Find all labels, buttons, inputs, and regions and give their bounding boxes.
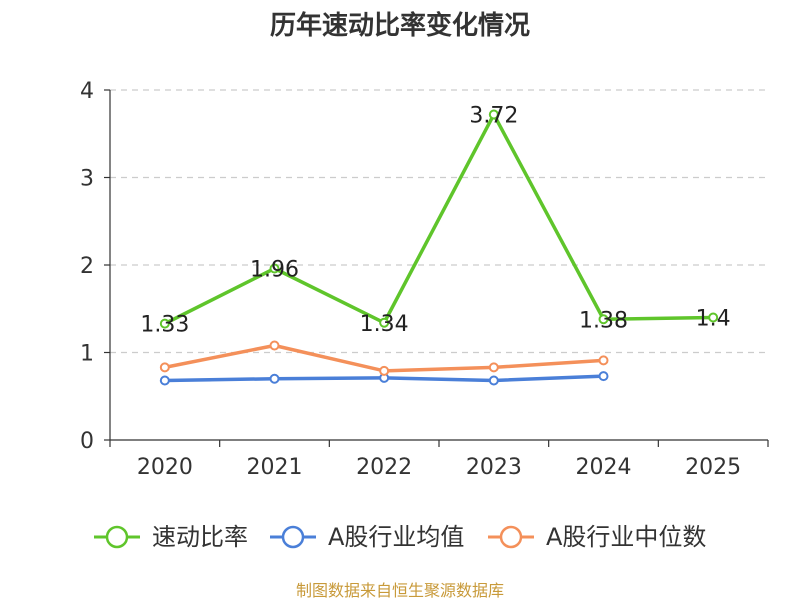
x-tick-label: 2022 <box>356 455 412 480</box>
data-label: 1.38 <box>579 308 628 333</box>
x-tick-label: 2021 <box>247 455 303 480</box>
data-label: 1.4 <box>696 307 731 332</box>
source-note: 制图数据来自恒生聚源数据库 <box>296 581 504 600</box>
data-label: 1.96 <box>250 258 299 283</box>
data-point <box>379 365 390 376</box>
legend: 速动比率 A股行业均值 A股行业中位数 <box>94 523 706 551</box>
x-tick-label: 2025 <box>685 455 741 480</box>
data-point <box>488 362 499 373</box>
data-point <box>379 317 390 328</box>
data-point <box>598 371 609 382</box>
data-point <box>598 355 609 366</box>
y-tick-label: 3 <box>80 167 94 192</box>
x-tick-label: 2024 <box>576 455 632 480</box>
data-point <box>159 318 170 329</box>
series-line <box>164 112 714 326</box>
series-group <box>159 109 719 386</box>
y-tick-label: 4 <box>80 79 94 104</box>
y-tick-label: 0 <box>80 429 94 454</box>
data-point <box>269 263 280 274</box>
axes: 0 1 2 3 4 2020 2021 2022 2023 2024 2025 <box>80 79 769 480</box>
legend-label: 速动比率 <box>152 523 248 551</box>
data-point <box>269 373 280 384</box>
data-point <box>269 340 280 351</box>
data-label: 1.34 <box>360 312 409 337</box>
legend-label: A股行业均值 <box>328 523 464 551</box>
data-point <box>708 312 719 323</box>
legend-marker <box>281 525 305 549</box>
y-tick-label: 2 <box>80 254 94 279</box>
data-point <box>488 375 499 386</box>
data-label: 1.33 <box>140 313 189 338</box>
legend-label: A股行业中位数 <box>546 523 706 551</box>
data-point <box>159 375 170 386</box>
legend-marker <box>499 525 523 549</box>
chart-title: 历年速动比率变化情况 <box>270 10 530 41</box>
data-point <box>488 109 499 120</box>
data-label: 3.72 <box>469 104 518 129</box>
data-labels: 1.33 1.96 1.34 3.72 1.38 1.4 <box>140 104 730 338</box>
data-point <box>598 314 609 325</box>
legend-marker <box>105 525 129 549</box>
x-tick-label: 2020 <box>137 455 193 480</box>
data-point <box>159 362 170 373</box>
y-tick-label: 1 <box>80 342 94 367</box>
x-tick-label: 2023 <box>466 455 522 480</box>
